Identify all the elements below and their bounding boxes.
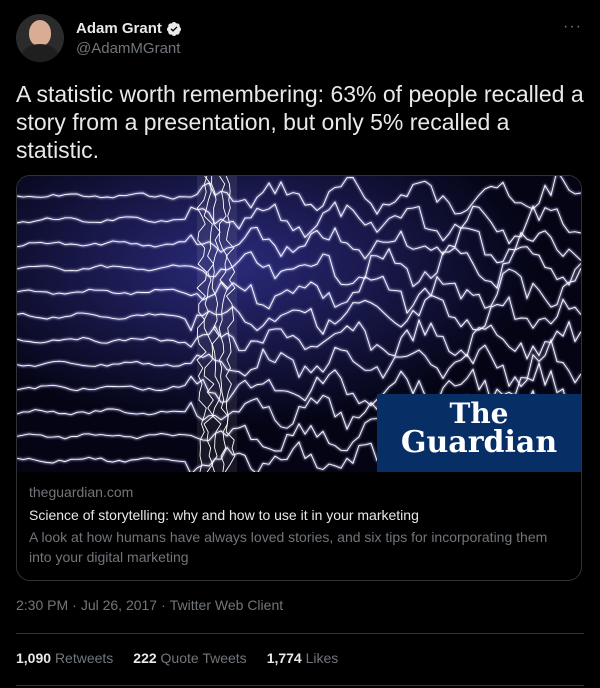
wave-line xyxy=(17,294,581,336)
tweet-header: Adam Grant @AdamMGrant ··· xyxy=(16,14,584,64)
wave-line xyxy=(17,201,581,245)
meta-separator: · xyxy=(161,597,166,613)
card-title[interactable]: Science of storytelling: why and how to … xyxy=(29,507,419,523)
user-handle[interactable]: @AdamMGrant xyxy=(76,40,181,57)
wave-line xyxy=(17,361,581,414)
more-options-icon[interactable]: ··· xyxy=(563,18,582,35)
wave-line xyxy=(17,176,581,215)
tweet-time[interactable]: 2:30 PM xyxy=(16,597,69,613)
wave-line xyxy=(17,226,581,264)
card-body: theguardian.com Science of storytelling:… xyxy=(29,483,569,567)
tweet-stats: 1,090 Retweets 222 Quote Tweets 1,774 Li… xyxy=(16,650,338,666)
tweet-text: A statistic worth remembering: 63% of pe… xyxy=(16,81,584,163)
verified-badge-icon xyxy=(166,21,181,36)
wave-line xyxy=(17,268,581,315)
divider xyxy=(16,633,584,634)
card-domain: theguardian.com xyxy=(29,484,134,500)
wave-line xyxy=(17,246,581,290)
tweet-date[interactable]: Jul 26, 2017 xyxy=(80,597,158,613)
name-row: Adam Grant xyxy=(76,20,182,37)
avatar[interactable] xyxy=(16,14,64,62)
guardian-logo: The Guardian xyxy=(377,394,581,472)
meta-separator: · xyxy=(72,597,77,613)
streak-line xyxy=(196,176,208,472)
display-name[interactable]: Adam Grant xyxy=(76,20,162,37)
streak-line xyxy=(211,176,222,472)
card-description: A look at how humans have always loved s… xyxy=(29,529,548,565)
streak-line xyxy=(224,176,236,472)
wave-line xyxy=(17,318,581,360)
link-card[interactable]: The Guardian theguardian.com Science of … xyxy=(16,175,582,581)
stat-retweets[interactable]: 1,090 Retweets xyxy=(16,650,114,666)
stat-likes[interactable]: 1,774 Likes xyxy=(266,650,339,666)
divider xyxy=(16,685,584,686)
tweet-meta: 2:30 PM · Jul 26, 2017 · Twitter Web Cli… xyxy=(16,597,283,613)
stat-quote-tweets[interactable]: 222 Quote Tweets xyxy=(133,650,247,666)
wave-line xyxy=(17,338,581,388)
eeg-waves-image xyxy=(17,176,581,472)
card-image: The Guardian xyxy=(17,176,581,472)
tweet-client[interactable]: Twitter Web Client xyxy=(169,597,284,613)
streak-line xyxy=(203,176,215,472)
